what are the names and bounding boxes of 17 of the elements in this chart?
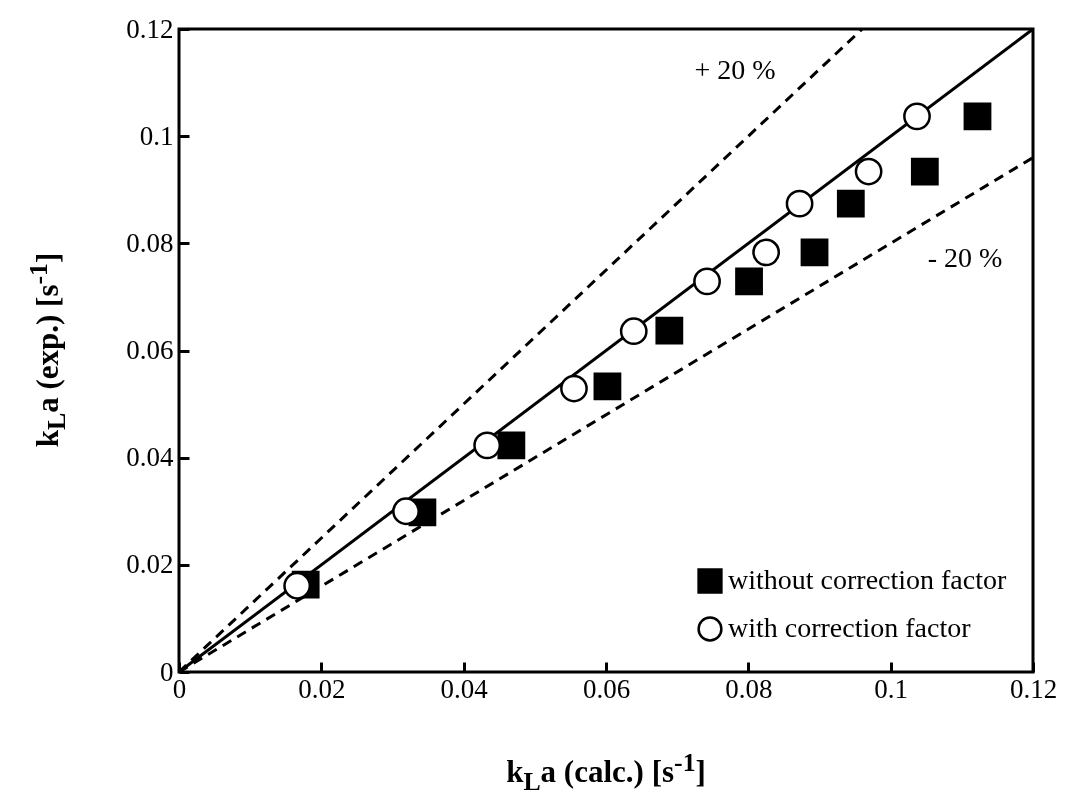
annotation: - 20 % (927, 242, 1003, 274)
y-tick-label: 0.04 (126, 442, 174, 473)
legend-label: without correction factor (728, 564, 1008, 595)
y-tick-label: 0.06 (126, 335, 174, 365)
y-tick-label: 0.1 (139, 120, 174, 151)
annotation: + 20 % (694, 54, 776, 86)
x-axis-title: k$_{L}$a (calc.) [s$^{-1}$] (506, 748, 706, 792)
y-tick-label: 0.02 (126, 549, 174, 580)
x-tick-label: 0.06 (582, 673, 631, 704)
x-tick-label: 0.1 (874, 673, 909, 704)
x-tick-label: 0.08 (725, 673, 773, 704)
y-tick-label: 0.12 (126, 13, 174, 44)
legend-label: with correction factor (728, 612, 972, 643)
y-tick-label: 0.08 (126, 227, 174, 258)
x-tick-label: 0.12 (1009, 673, 1058, 704)
x-tick-label: 0.02 (298, 673, 346, 704)
x-tick-label: 0.04 (440, 673, 489, 704)
